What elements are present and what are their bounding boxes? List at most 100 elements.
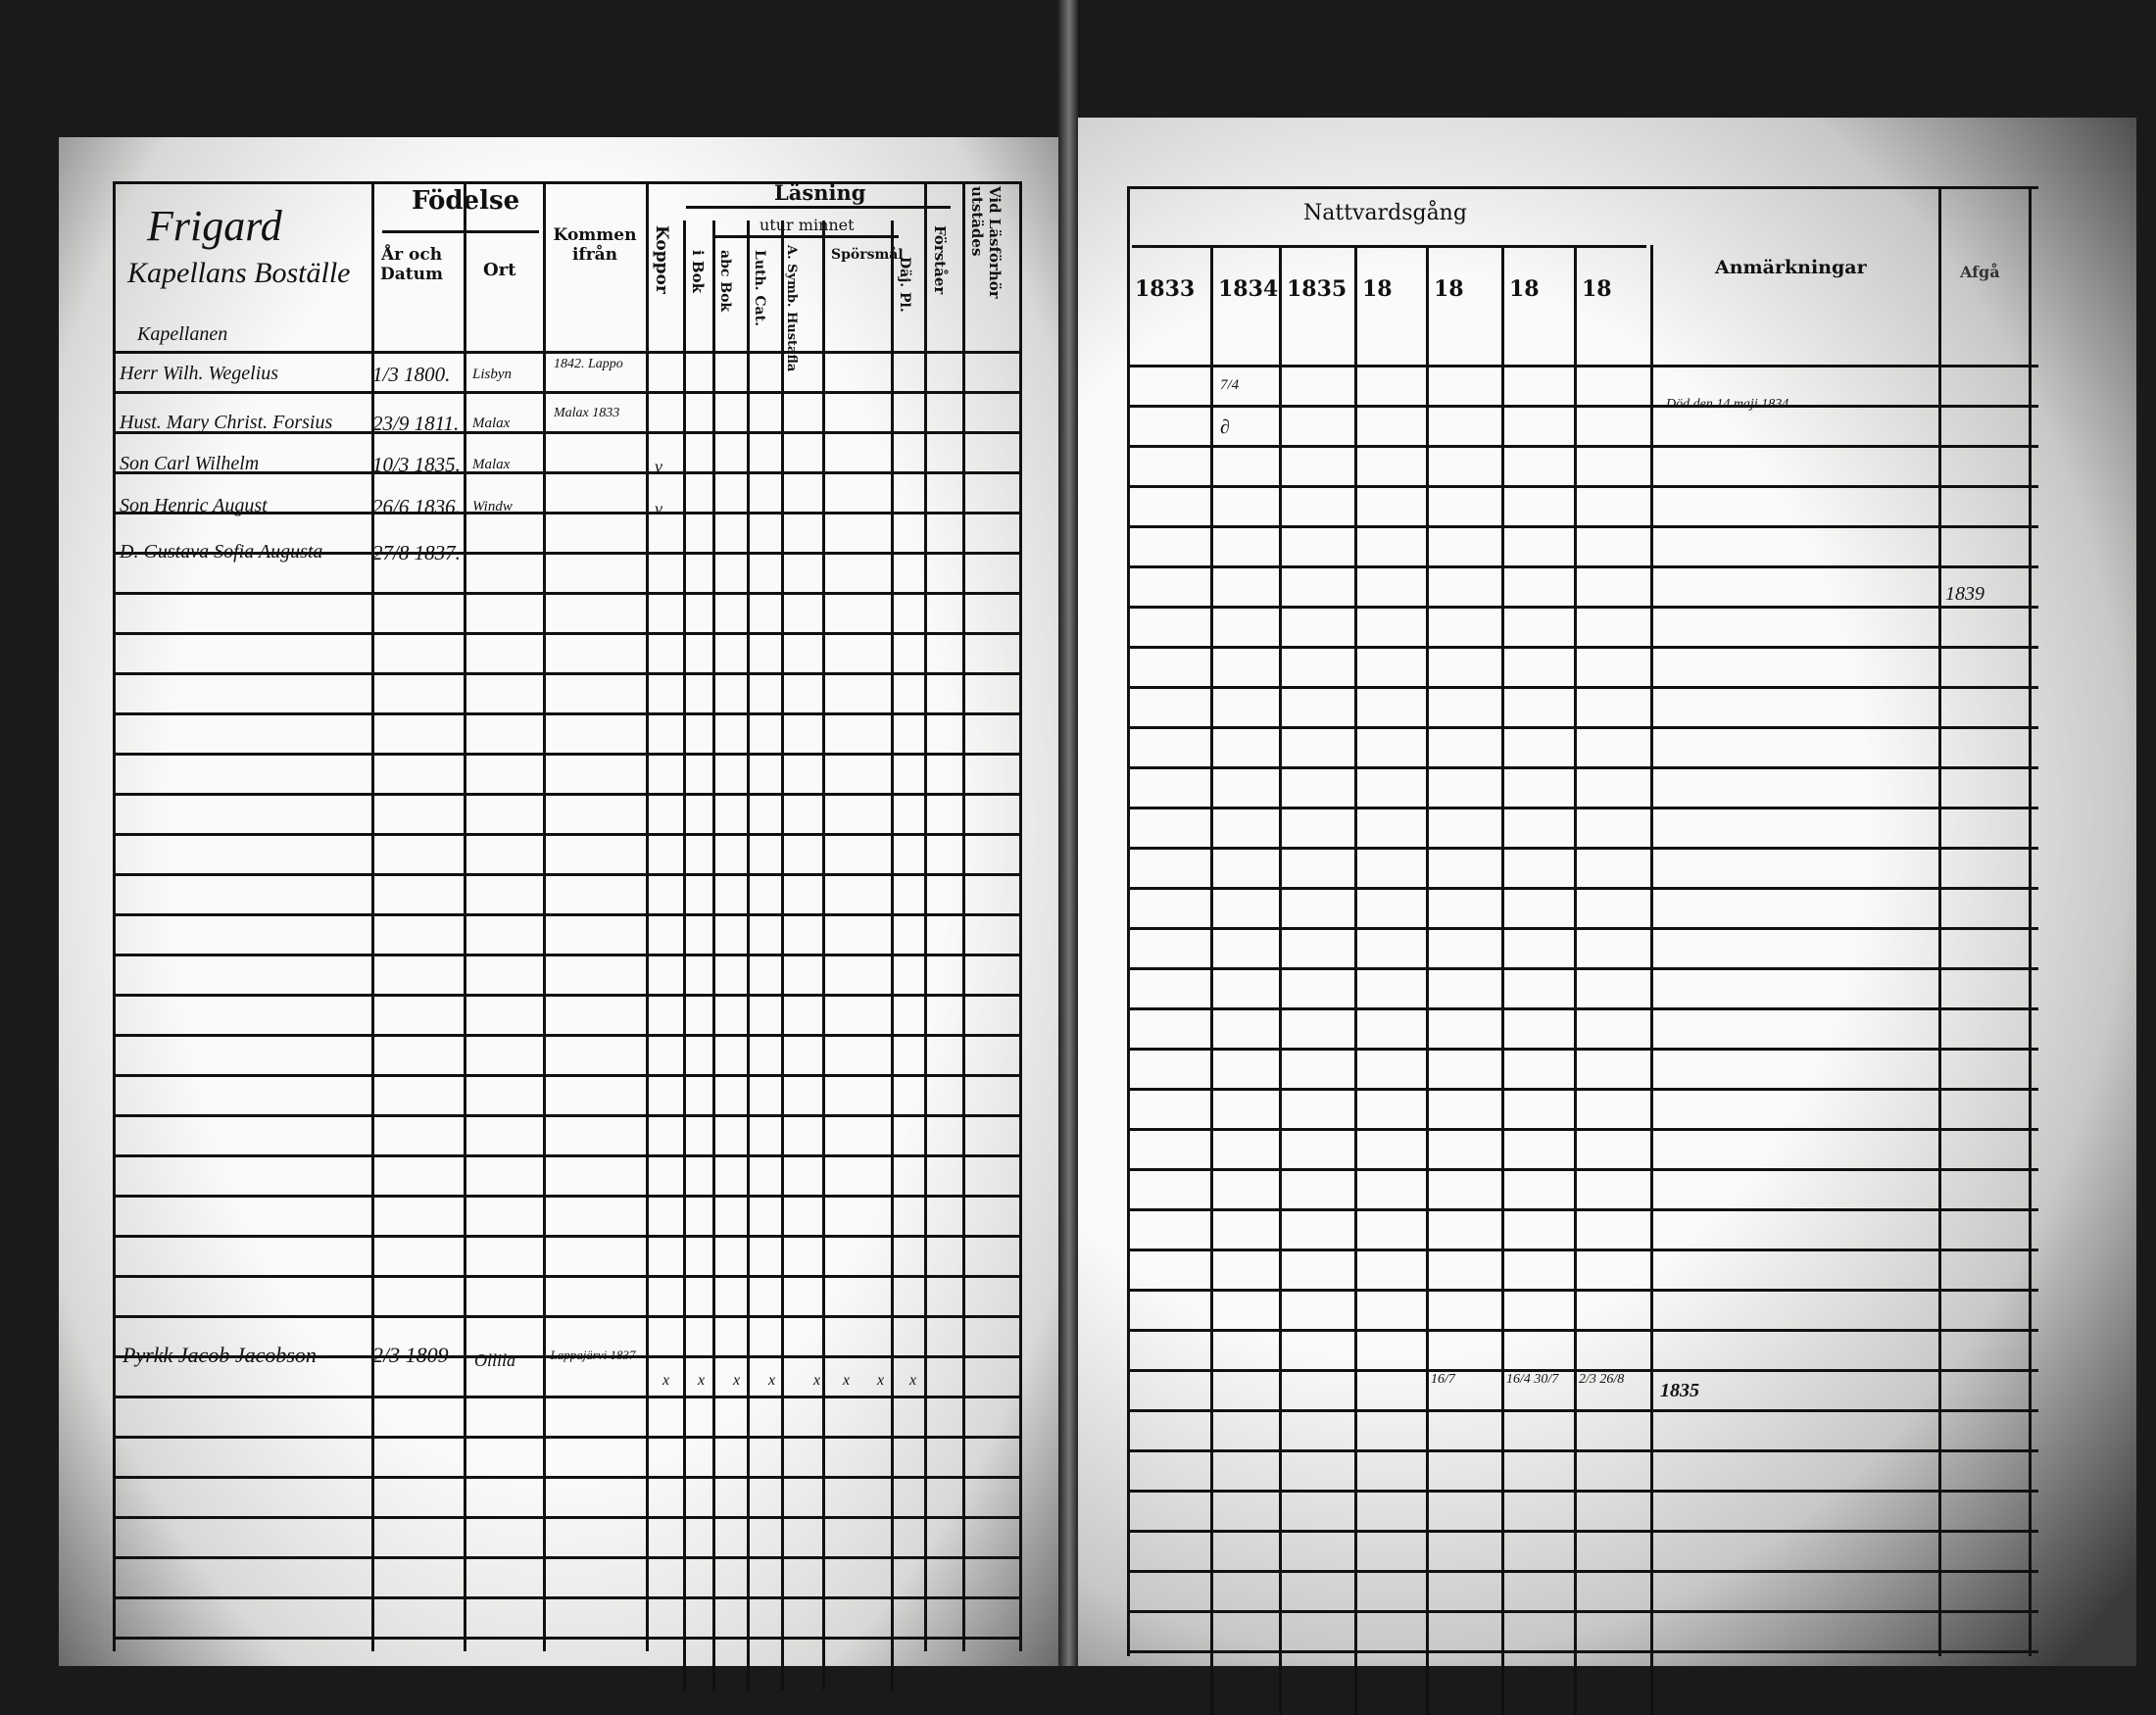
row-line bbox=[1127, 565, 2038, 568]
row-line bbox=[113, 1034, 1019, 1037]
row-line bbox=[1127, 1530, 2038, 1533]
row-line bbox=[1127, 1289, 2038, 1292]
row-line bbox=[1127, 1369, 2038, 1372]
year-header-1: 1834 bbox=[1218, 276, 1279, 302]
row-line bbox=[113, 1235, 1019, 1238]
column-line bbox=[1574, 245, 1577, 1715]
entry-1834-row2: ∂ bbox=[1220, 416, 1230, 438]
bottom-entry-c4: 16/7 bbox=[1431, 1372, 1455, 1387]
bottom-entry-c6: 2/3 26/8 bbox=[1579, 1372, 1625, 1387]
row-line bbox=[1127, 1329, 2038, 1332]
row-line bbox=[113, 913, 1019, 916]
header-dej-pl: Däj. Pl. bbox=[897, 257, 912, 313]
birth-place: Malax bbox=[472, 457, 511, 472]
bottom-row-from: Lappajärvi 1837 bbox=[550, 1348, 636, 1362]
row-line bbox=[1127, 1249, 2038, 1251]
person-name: Herr Wilh. Wegelius bbox=[120, 363, 279, 384]
row-line bbox=[113, 1315, 1019, 1318]
section-label: Kapellanen bbox=[137, 323, 228, 345]
reading-mark: x bbox=[662, 1372, 670, 1389]
row-line bbox=[1127, 1088, 2038, 1091]
row-line bbox=[1127, 887, 2038, 890]
row-line bbox=[113, 1195, 1019, 1198]
header-forstar: Förståer bbox=[931, 225, 949, 295]
person-name: D. Gustava Sofia Augusta bbox=[120, 541, 323, 563]
column-line bbox=[2029, 186, 2032, 1656]
row-line bbox=[1127, 186, 2038, 189]
row-line bbox=[113, 1396, 1019, 1398]
column-line bbox=[1210, 245, 1213, 1715]
came-from: 1842. Lappo bbox=[554, 357, 623, 371]
column-line bbox=[1354, 245, 1357, 1715]
column-line bbox=[1938, 186, 1941, 1656]
row-line bbox=[1127, 1570, 2038, 1573]
year-header-2: 1835 bbox=[1287, 276, 1348, 302]
header-i-bok: i Bok bbox=[689, 250, 707, 293]
row-line bbox=[1127, 1208, 2038, 1211]
row-line bbox=[1127, 525, 2038, 528]
row-line bbox=[1127, 646, 2038, 649]
column-line bbox=[1127, 186, 1130, 1656]
year-header-0: 1833 bbox=[1135, 276, 1196, 302]
row-line bbox=[113, 351, 1019, 354]
reading-mark: x bbox=[768, 1372, 776, 1389]
row-line bbox=[712, 235, 899, 238]
row-line bbox=[113, 753, 1019, 756]
column-line bbox=[1650, 245, 1653, 1715]
row-line bbox=[113, 712, 1019, 715]
column-line bbox=[646, 181, 649, 1651]
column-line bbox=[1426, 245, 1429, 1715]
row-line bbox=[113, 1596, 1019, 1599]
header-ar-datum: År och Datum bbox=[380, 245, 443, 284]
header-kommen: Kommen ifrån bbox=[553, 225, 637, 265]
row-line bbox=[113, 431, 1019, 434]
reading-mark: x bbox=[843, 1372, 851, 1389]
reading-mark: x bbox=[813, 1372, 821, 1389]
year-header-5: 18 bbox=[1509, 276, 1540, 302]
row-line bbox=[113, 1436, 1019, 1439]
row-line bbox=[1127, 365, 2038, 368]
row-line bbox=[113, 512, 1019, 514]
row-line bbox=[382, 230, 539, 233]
birth-date: 23/9 1811. bbox=[372, 412, 460, 435]
row-line bbox=[1127, 1168, 2038, 1171]
header-koppor: Koppor bbox=[652, 225, 671, 294]
person-name: Son Carl Wilhelm bbox=[120, 453, 260, 474]
row-line bbox=[113, 672, 1019, 675]
row-line bbox=[113, 1516, 1019, 1519]
row-line bbox=[113, 552, 1019, 555]
row-line bbox=[1127, 1007, 2038, 1010]
row-line bbox=[113, 1114, 1019, 1117]
column-line bbox=[371, 181, 374, 1651]
row-line bbox=[1127, 405, 2038, 408]
column-line bbox=[1019, 181, 1022, 1651]
entry-1834-row1: 7/4 bbox=[1220, 377, 1240, 393]
row-line bbox=[1127, 1449, 2038, 1452]
row-line bbox=[686, 206, 951, 209]
column-line bbox=[464, 181, 466, 1651]
row-line bbox=[113, 833, 1019, 836]
right-page bbox=[1078, 118, 2136, 1666]
row-line bbox=[113, 1355, 1019, 1358]
row-line bbox=[113, 592, 1019, 595]
bottom-row-name: Pyrkk Jacob Jacobson bbox=[122, 1343, 317, 1367]
book-spine bbox=[1058, 0, 1080, 1666]
year-header-4: 18 bbox=[1434, 276, 1464, 302]
header-sporsmal: Spörsmål bbox=[831, 247, 904, 263]
header-anmarkningar: Anmärkningar bbox=[1715, 257, 1867, 278]
reading-mark: x bbox=[733, 1372, 741, 1389]
row-line bbox=[113, 994, 1019, 997]
row-line bbox=[113, 1637, 1019, 1640]
header-ort: Ort bbox=[483, 260, 516, 280]
header-abc-bok: abc Bok bbox=[717, 250, 733, 313]
smallpox-mark: v bbox=[655, 499, 662, 518]
header-fodelse: Födelse bbox=[412, 186, 520, 216]
row-line bbox=[113, 1556, 1019, 1559]
remark-row6: 1839 bbox=[1945, 583, 1984, 605]
header-a-symb: A. Symb. Hustafla bbox=[784, 245, 799, 372]
reading-mark: x bbox=[909, 1372, 917, 1389]
column-line bbox=[1501, 245, 1504, 1715]
row-line bbox=[113, 632, 1019, 635]
row-line bbox=[113, 873, 1019, 876]
birth-place: Windw bbox=[472, 499, 513, 514]
